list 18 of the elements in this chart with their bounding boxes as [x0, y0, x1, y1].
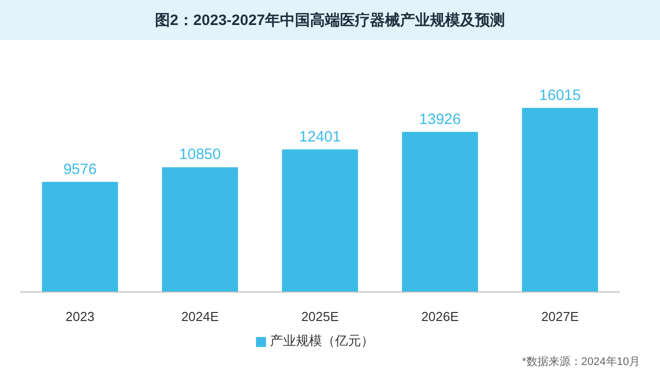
x-tick-label: 2027E: [541, 309, 580, 324]
bar: [42, 182, 118, 292]
chart-title: 图2：2023-2027年中国高端医疗器械产业规模及预测: [0, 0, 660, 40]
x-tick-label: 2024E: [181, 309, 220, 324]
x-tick-label: 2023: [66, 309, 94, 324]
data-label: 9576: [63, 160, 97, 178]
data-label: 10850: [179, 146, 221, 164]
bar: [522, 108, 598, 292]
legend-label: 产业规模（亿元）: [270, 333, 374, 348]
x-tick-label: 2026E: [421, 309, 460, 324]
data-label: 13926: [419, 110, 461, 128]
data-label: 12401: [299, 128, 341, 146]
bar: [402, 132, 478, 292]
x-tick-label: 2025E: [301, 309, 340, 324]
data-label: 16015: [539, 86, 581, 104]
bar: [282, 149, 358, 292]
bar: [162, 167, 238, 292]
text: *数据来源：2024年10月: [522, 355, 640, 369]
